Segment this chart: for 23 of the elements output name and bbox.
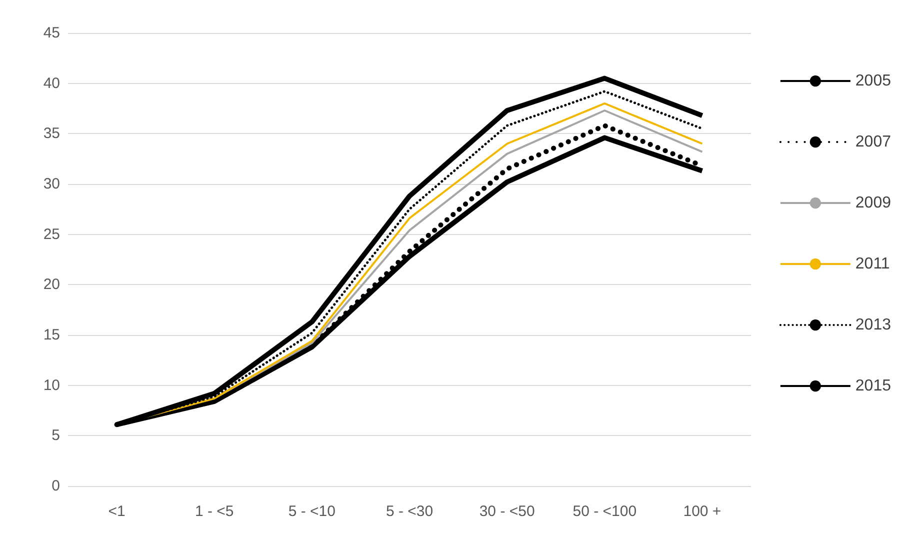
y-tick-label: 10 bbox=[43, 376, 60, 394]
y-tick-label: 25 bbox=[43, 226, 60, 243]
y-tick-label: 5 bbox=[52, 427, 60, 444]
y-tick-label: 35 bbox=[43, 125, 60, 142]
legend-label: 2013 bbox=[855, 316, 892, 334]
legend-label: 2005 bbox=[855, 72, 892, 90]
y-tick-label: 20 bbox=[43, 276, 60, 294]
x-tick-label: 1 - <5 bbox=[194, 503, 234, 520]
x-tick-label: 30 - <50 bbox=[479, 503, 535, 520]
legend-label: 2007 bbox=[855, 134, 892, 150]
y-tick-label: 15 bbox=[43, 326, 60, 344]
y-tick-label: 30 bbox=[43, 176, 60, 192]
legend-label: 2011 bbox=[855, 256, 890, 272]
x-tick-label: 100 + bbox=[683, 503, 722, 520]
x-tick-label: 5 - <10 bbox=[288, 503, 336, 520]
y-tick-label: 45 bbox=[43, 24, 60, 42]
x-tick-label: 5 - <30 bbox=[386, 503, 434, 520]
legend-label: 2009 bbox=[855, 194, 892, 212]
x-tick-label: <1 bbox=[108, 503, 126, 520]
legend-label: 2015 bbox=[855, 378, 892, 394]
y-tick-label: 0 bbox=[52, 478, 60, 494]
x-tick-label: 50 - <100 bbox=[572, 503, 637, 520]
y-tick-label: 40 bbox=[43, 74, 60, 92]
